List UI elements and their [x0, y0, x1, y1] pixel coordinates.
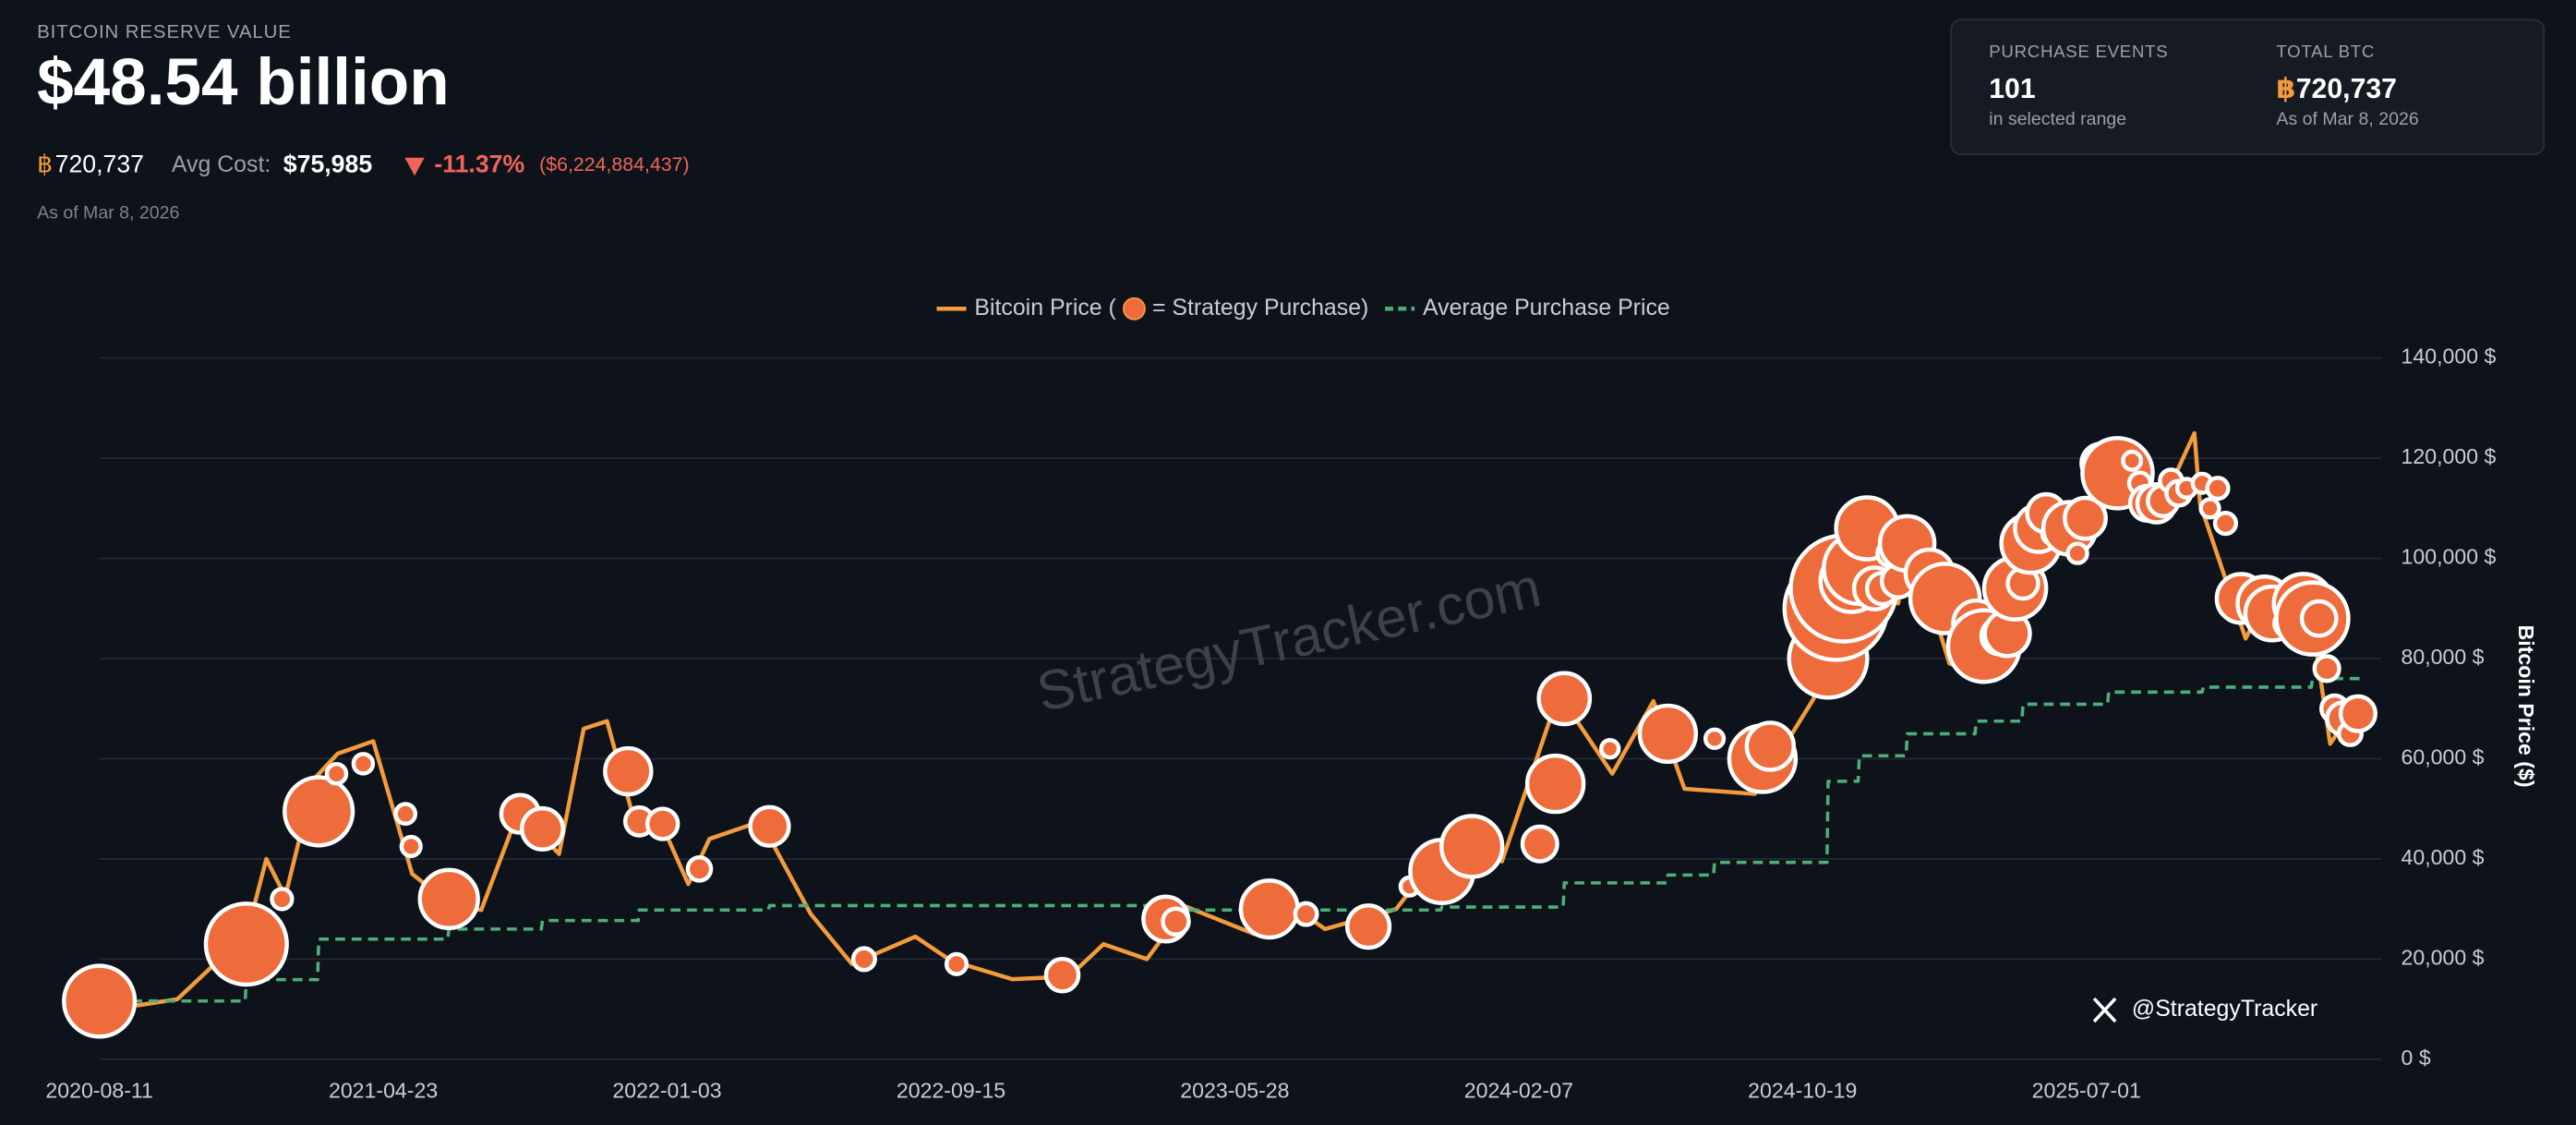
x-tick-label: 2024-02-07 [1464, 1079, 1573, 1103]
purchase-bubble [1161, 906, 1191, 937]
purchase-bubble [2198, 497, 2221, 520]
purchase-bubble [2212, 511, 2239, 537]
purchase-bubble [520, 805, 565, 852]
change-usd: ($6,224,884,437) [539, 153, 689, 175]
y-tick-label: 20,000 $ [2401, 946, 2485, 970]
x-tick-label: 2021-04-23 [329, 1079, 438, 1103]
purchase-bubble [1345, 903, 1392, 950]
purchase-bubble [1637, 703, 1699, 765]
legend-bubble [1122, 296, 1146, 321]
purchase-bubble [1043, 956, 1081, 994]
purchase-bubble [2065, 541, 2089, 565]
card-btc-symbol: ฿ [2276, 74, 2295, 104]
purchase-bubble [1703, 727, 1727, 750]
purchase-bubble [270, 887, 295, 912]
y-axis-title: Bitcoin Price ($) [2514, 625, 2538, 788]
y-tick-label: 0 $ [2401, 1046, 2431, 1070]
average-price-line [99, 676, 2365, 1003]
purchase-bubble [2063, 495, 2108, 541]
stats-card [1950, 18, 2546, 156]
purchase-bubble [685, 854, 714, 883]
legend-label: Bitcoin Price ( [974, 295, 1116, 321]
handle: @StrategyTracker [2132, 996, 2317, 1022]
purchase-bubble [2299, 599, 2339, 638]
purchase-bubble [324, 761, 349, 786]
btc-note: As of Mar 8, 2026 [2276, 109, 2418, 129]
purchase-bubble [1293, 901, 1319, 927]
purchase-bubble [62, 963, 138, 1039]
as-of: As of Mar 8, 2026 [37, 202, 179, 223]
purchase-bubble [399, 834, 423, 858]
purchase-bubble [203, 901, 289, 987]
purchase-bubble [1524, 753, 1586, 815]
btc-symbol: ฿ [37, 151, 53, 178]
purchase-bubble [944, 951, 969, 976]
y-tick-label: 100,000 $ [2401, 545, 2497, 569]
btc-label: TOTAL BTC [2276, 42, 2375, 61]
purchase-bubble [2121, 449, 2144, 472]
down-icon [404, 157, 425, 176]
purchase-bubble [1599, 737, 1621, 760]
events-note: in selected range [1989, 109, 2126, 129]
reserve-label: BITCOIN RESERVE VALUE [37, 21, 292, 42]
events-value: 101 [1989, 74, 2035, 104]
y-tick-label: 120,000 $ [2401, 444, 2497, 468]
card-btc-value: 720,737 [2296, 74, 2397, 104]
purchase-bubble [1439, 814, 1505, 879]
purchase-bubble [417, 867, 480, 931]
y-tick-label: 40,000 $ [2401, 845, 2485, 869]
y-tick-label: 140,000 $ [2401, 345, 2497, 369]
avg-cost-label: Avg Cost: [172, 151, 271, 177]
x-tick-label: 2024-10-19 [1748, 1079, 1857, 1103]
x-tick-label: 2025-07-01 [2032, 1079, 2141, 1103]
purchase-bubble [2312, 654, 2341, 683]
purchase-bubble [1520, 824, 1559, 864]
legend-label: = Strategy Purchase) [1152, 295, 1368, 321]
purchase-bubble [2205, 476, 2231, 502]
purchase-bubble [1744, 720, 1797, 772]
legend-label: Average Purchase Price [1423, 295, 1670, 321]
x-tick-label: 2020-08-11 [45, 1079, 153, 1103]
change-pct: -11.37% [434, 151, 524, 178]
reserve-value: $48.54 billion [37, 46, 450, 119]
y-tick-label: 60,000 $ [2401, 745, 2485, 769]
y-tick-label: 80,000 $ [2401, 645, 2485, 669]
purchase-bubble [603, 745, 654, 797]
btc-total: 720,737 [55, 151, 144, 178]
x-tick-label: 2023-05-28 [1180, 1079, 1289, 1103]
purchase-bubble [748, 804, 791, 848]
x-logo [2092, 997, 2117, 1023]
x-tick-label: 2022-01-03 [612, 1079, 721, 1103]
purchase-bubble [2338, 694, 2377, 733]
avg-cost: $75,985 [283, 151, 373, 178]
x-tick-label: 2022-09-15 [897, 1079, 1005, 1103]
purchase-bubble [1536, 671, 1593, 727]
purchase-bubble [393, 802, 418, 826]
purchase-bubble [351, 752, 376, 776]
purchase-bubble [1238, 878, 1300, 940]
events-label: PURCHASE EVENTS [1989, 42, 2168, 61]
purchase-bubble [850, 946, 877, 973]
purchase-bubble [283, 775, 355, 848]
purchase-bubble [645, 806, 680, 841]
